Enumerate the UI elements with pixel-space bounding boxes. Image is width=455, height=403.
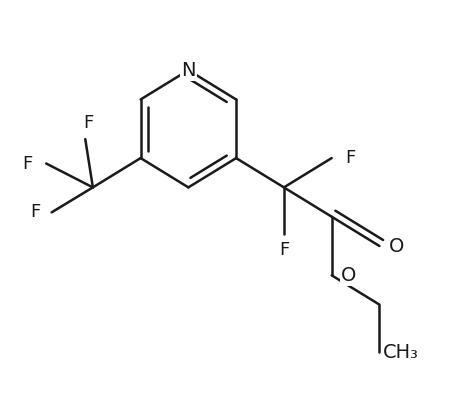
Text: F: F bbox=[30, 204, 40, 221]
Text: O: O bbox=[341, 266, 356, 285]
Text: F: F bbox=[278, 241, 288, 260]
Text: CH₃: CH₃ bbox=[382, 343, 418, 362]
Text: N: N bbox=[181, 61, 195, 80]
Text: F: F bbox=[22, 154, 32, 172]
Text: O: O bbox=[388, 237, 404, 256]
Text: F: F bbox=[345, 149, 355, 167]
Text: F: F bbox=[83, 114, 93, 132]
